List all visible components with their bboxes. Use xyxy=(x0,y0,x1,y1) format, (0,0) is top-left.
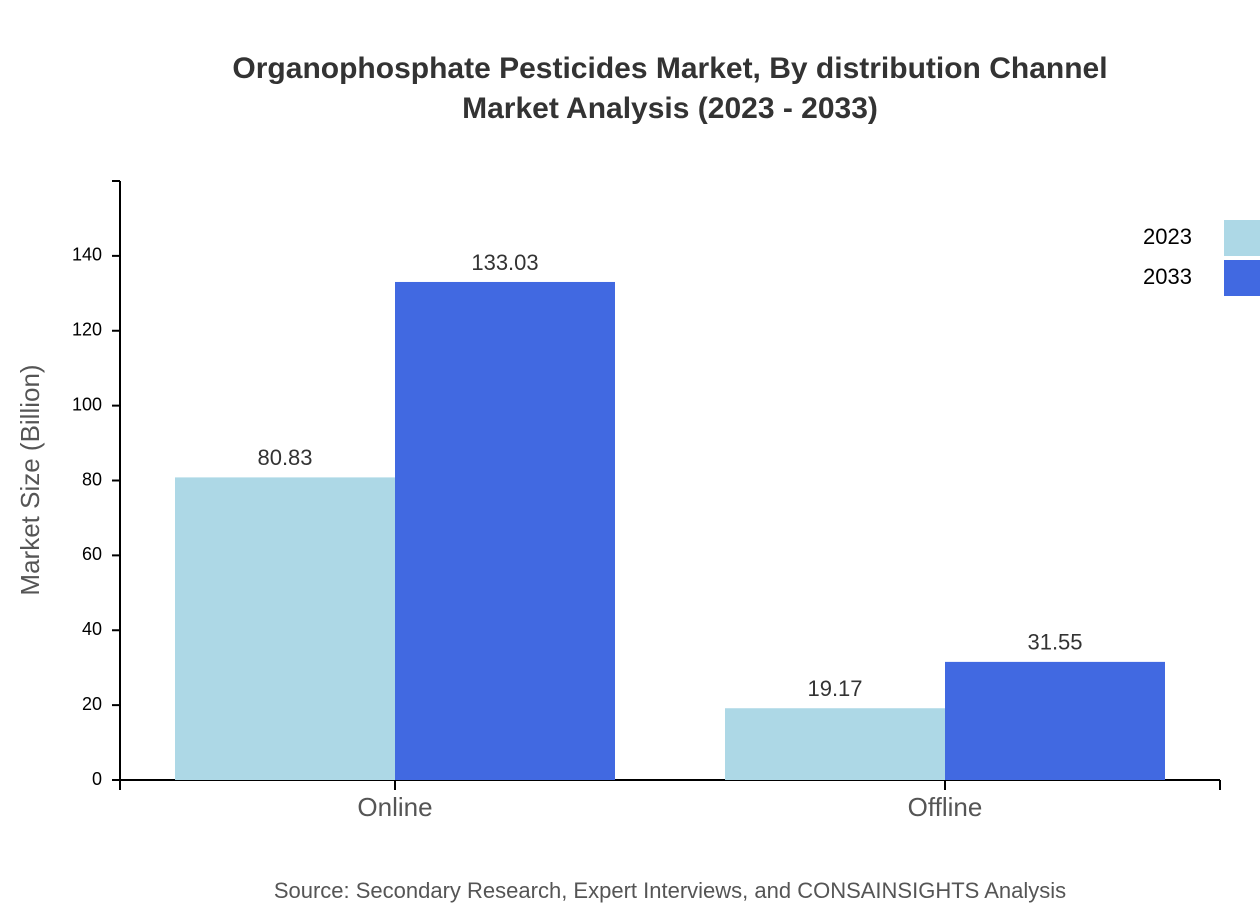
y-tick-label: 60 xyxy=(82,544,102,564)
x-tick-label: Online xyxy=(357,792,432,822)
y-tick-label: 120 xyxy=(72,320,102,340)
y-tick-label: 0 xyxy=(92,769,102,789)
bar xyxy=(945,661,1165,780)
y-axis-label: Market Size (Billion) xyxy=(15,364,45,595)
chart-title: Organophosphate Pesticides Market, By di… xyxy=(232,52,1107,85)
y-tick-label: 80 xyxy=(82,469,102,489)
x-tick-label: Offline xyxy=(908,792,983,822)
y-tick-label: 140 xyxy=(72,245,102,265)
legend-swatch xyxy=(1224,260,1260,296)
y-tick-label: 100 xyxy=(72,394,102,414)
value-label: 133.03 xyxy=(471,250,538,275)
value-label: 80.83 xyxy=(257,445,312,470)
value-label: 19.17 xyxy=(807,676,862,701)
legend-label: 2023 xyxy=(1143,224,1192,249)
legend-swatch xyxy=(1224,220,1260,256)
bar xyxy=(395,281,615,780)
y-tick-label: 40 xyxy=(82,619,102,639)
bar xyxy=(725,708,945,780)
value-label: 31.55 xyxy=(1027,630,1082,655)
legend-label: 2033 xyxy=(1143,264,1192,289)
chart-title: Market Analysis (2023 - 2033) xyxy=(462,92,878,125)
y-tick-label: 20 xyxy=(82,694,102,714)
source-note: Source: Secondary Research, Expert Inter… xyxy=(274,878,1066,903)
bar xyxy=(175,477,395,780)
